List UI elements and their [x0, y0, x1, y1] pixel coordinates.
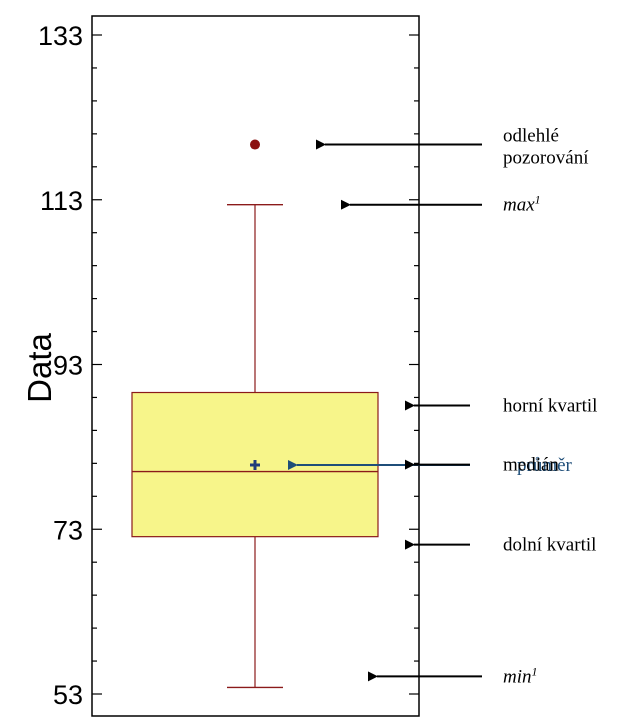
- y-tick-label: 113: [40, 186, 83, 216]
- y-tick-label: 133: [38, 21, 83, 51]
- y-axis-ticks: [92, 34, 419, 695]
- y-tick-label: 93: [53, 351, 83, 381]
- y-tick-label: 53: [53, 680, 83, 710]
- y-axis-tick-labels: 53 73 93 113 133: [38, 21, 83, 710]
- box-plot: [131, 139, 379, 689]
- annotation-label-min: min1: [503, 664, 538, 687]
- outlier-point: [250, 139, 260, 150]
- annotation-label-outlier: pozorování: [503, 148, 589, 169]
- annotation-label-median: medián: [503, 455, 559, 476]
- y-tick-label: 73: [53, 515, 83, 545]
- annotation-label-max: max1: [503, 193, 541, 216]
- annotation-label-mean: průměr: [517, 455, 573, 476]
- annotation-label-q1: dolní kvartil: [503, 535, 596, 556]
- y-axis-label: Data: [21, 333, 58, 403]
- annotation-label-q3: horní kvartil: [503, 396, 597, 417]
- plot-frame: [91, 15, 420, 717]
- annotation-label-outlier: odlehlé: [503, 126, 559, 147]
- mean-marker: [250, 459, 260, 470]
